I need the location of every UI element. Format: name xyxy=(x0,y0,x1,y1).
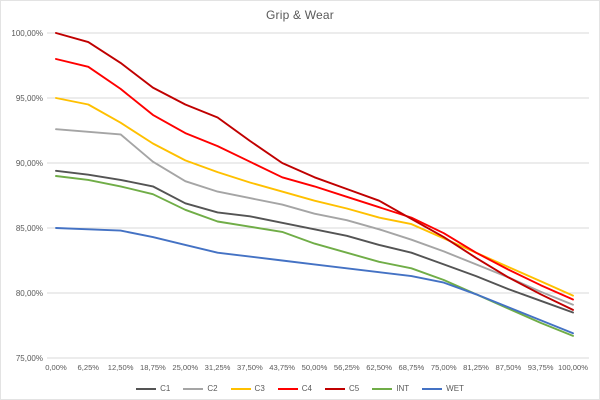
y-axis-tick-label: 80,00% xyxy=(16,289,43,298)
x-axis-tick-label: 68,75% xyxy=(399,363,425,372)
series-line-c2 xyxy=(55,128,574,306)
legend-swatch-c2 xyxy=(183,387,204,390)
x-axis-tick-label: 12,50% xyxy=(108,363,134,372)
legend-swatch-int xyxy=(372,387,393,390)
legend-label-c2: C2 xyxy=(207,384,218,393)
y-axis-tick-label: 90,00% xyxy=(16,159,43,168)
x-axis-tick-label: 93,75% xyxy=(528,363,554,372)
series-line-c4 xyxy=(55,58,574,301)
legend-item-c1: C1 xyxy=(136,384,170,393)
legend-swatch-c3 xyxy=(230,387,251,390)
x-axis-tick-label: 6,25% xyxy=(78,363,100,372)
legend-item-wet: WET xyxy=(422,384,464,393)
y-axis-tick-label: 75,00% xyxy=(16,354,43,363)
legend-label-c1: C1 xyxy=(160,384,171,393)
chart-title: Grip & Wear xyxy=(266,8,334,22)
legend-swatch-c5 xyxy=(325,387,346,390)
y-axis-tick-label: 100,00% xyxy=(11,29,43,38)
series-line-wet xyxy=(55,227,574,335)
x-axis-tick-label: 25,00% xyxy=(172,363,198,372)
legend-item-c3: C3 xyxy=(230,384,265,393)
series-line-c1 xyxy=(55,169,574,314)
x-axis-tick-label: 37,50% xyxy=(237,363,263,372)
legend-item-c2: C2 xyxy=(183,384,218,393)
legend-label-c3: C3 xyxy=(254,384,265,393)
legend-label-int: INT xyxy=(396,384,410,393)
legend-swatch-wet xyxy=(422,387,443,390)
x-axis-tick-label: 43,75% xyxy=(269,363,295,372)
x-axis-tick-label: 50,00% xyxy=(302,363,328,372)
legend-item-c5: C5 xyxy=(325,384,359,393)
legend-item-c4: C4 xyxy=(277,384,313,393)
series-line-c3 xyxy=(55,97,574,297)
x-axis-tick-label: 0,00% xyxy=(45,363,67,372)
x-axis-tick-label: 18,75% xyxy=(140,363,166,372)
legend-label-c5: C5 xyxy=(349,384,360,393)
x-axis-tick-label: 56,25% xyxy=(334,363,360,372)
legend-label-c4: C4 xyxy=(301,384,313,393)
legend-item-int: INT xyxy=(372,384,409,393)
x-axis-tick-label: 81,25% xyxy=(463,363,489,372)
legend: C1 C2 C3 C4 C5 INT WET xyxy=(1,384,599,393)
x-axis-tick-label: 75,00% xyxy=(431,363,457,372)
y-axis-tick-label: 95,00% xyxy=(16,94,43,103)
legend-swatch-c1 xyxy=(136,387,157,390)
legend-label-wet: WET xyxy=(446,384,464,393)
legend-swatch-c4 xyxy=(277,387,298,390)
y-axis-tick-label: 85,00% xyxy=(16,224,43,233)
x-axis-tick-label: 87,50% xyxy=(495,363,521,372)
x-axis-tick-label: 100,00% xyxy=(558,363,588,372)
x-axis-tick-label: 62,50% xyxy=(366,363,392,372)
series-line-c5 xyxy=(55,32,574,311)
x-axis-tick-label: 31,25% xyxy=(205,363,231,372)
